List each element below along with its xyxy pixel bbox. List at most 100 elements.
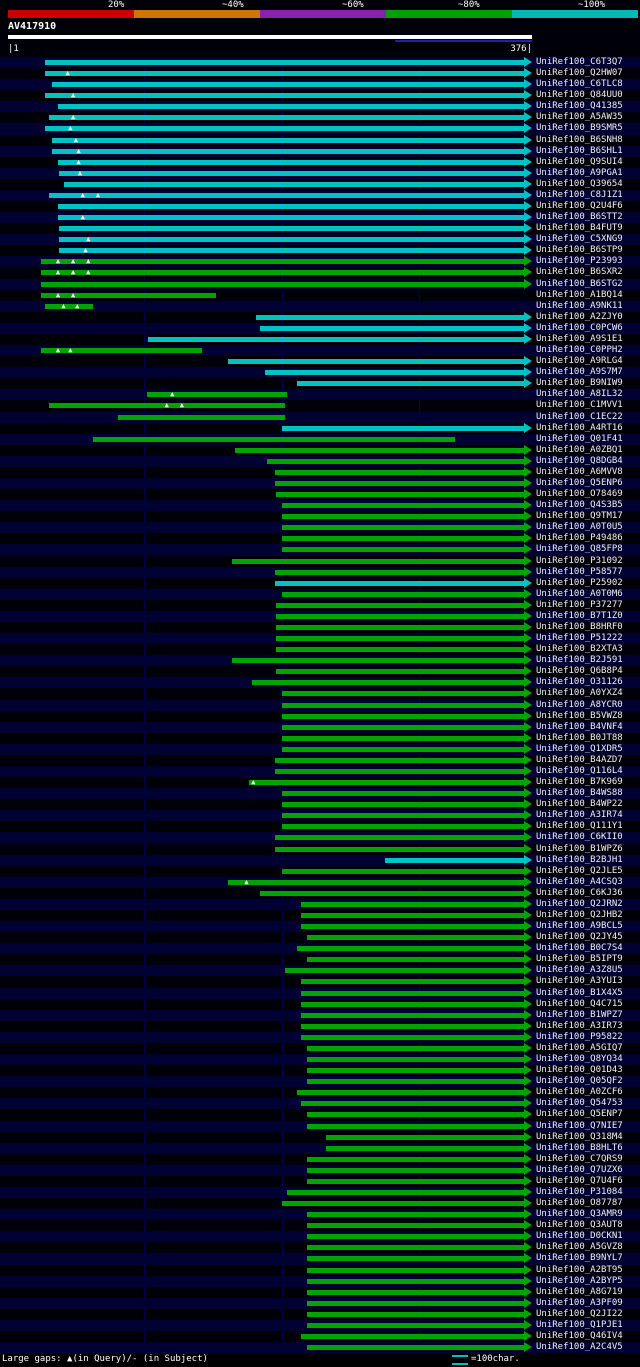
hit-id-label[interactable]: UniRef100_B6STT2 (536, 212, 623, 223)
hit-id-label[interactable]: UniRef100_Q3AUT8 (536, 1220, 623, 1231)
alignment-bar[interactable] (281, 503, 524, 509)
alignment-bar[interactable] (148, 336, 524, 342)
alignment-bar[interactable] (57, 104, 524, 110)
alignment-bar[interactable] (296, 1090, 524, 1096)
hit-id-label[interactable]: UniRef100_Q2U4F6 (536, 201, 623, 212)
hit-id-label[interactable]: UniRef100_A3IR74 (536, 810, 623, 821)
hit-id-label[interactable]: UniRef100_A0YXZ4 (536, 688, 623, 699)
alignment-bar[interactable] (274, 569, 524, 575)
hit-id-label[interactable]: UniRef100_Q01F41 (536, 433, 623, 444)
alignment-bar[interactable] (306, 1322, 524, 1328)
hit-id-label[interactable]: UniRef100_A4CSQ3 (536, 876, 623, 887)
alignment-bar[interactable] (281, 547, 524, 553)
hit-id-label[interactable]: UniRef100_B7K969 (536, 777, 623, 788)
hit-id-label[interactable]: UniRef100_C6KII0 (536, 832, 623, 843)
alignment-bar[interactable] (276, 636, 524, 642)
alignment-bar[interactable] (93, 436, 456, 442)
alignment-bar[interactable] (281, 724, 524, 730)
hit-id-label[interactable]: UniRef100_Q1PJE1 (536, 1319, 623, 1330)
alignment-bar[interactable] (306, 1123, 524, 1129)
hit-id-label[interactable]: UniRef100_A5GIQ7 (536, 1042, 623, 1053)
hit-id-label[interactable]: UniRef100_Q01D43 (536, 1065, 623, 1076)
hit-id-label[interactable]: UniRef100_C6KJ36 (536, 887, 623, 898)
hit-id-label[interactable]: UniRef100_Q3AMR9 (536, 1209, 623, 1220)
alignment-bar[interactable] (276, 624, 524, 630)
alignment-bar[interactable] (306, 1345, 524, 1351)
hit-id-label[interactable]: UniRef100_B8HRF0 (536, 621, 623, 632)
alignment-bar[interactable] (276, 492, 524, 498)
alignment-bar[interactable] (49, 115, 524, 121)
hit-id-label[interactable]: UniRef100_B9NYL7 (536, 1253, 623, 1264)
alignment-bar[interactable] (301, 1333, 524, 1339)
hit-id-label[interactable]: UniRef100_B5VWZ8 (536, 710, 623, 721)
alignment-bar[interactable] (58, 237, 524, 243)
hit-id-label[interactable]: UniRef100_A9PGA1 (536, 167, 623, 178)
hit-id-label[interactable]: UniRef100_B0JT88 (536, 732, 623, 743)
alignment-bar[interactable] (49, 192, 524, 198)
alignment-bar[interactable] (228, 879, 524, 885)
alignment-bar[interactable] (266, 458, 524, 464)
hit-id-label[interactable]: UniRef100_B4VNF4 (536, 721, 623, 732)
alignment-bar[interactable] (281, 791, 524, 797)
hit-id-label[interactable]: UniRef100_A3IR73 (536, 1020, 623, 1031)
alignment-bar[interactable] (281, 536, 524, 542)
alignment-bar[interactable] (49, 403, 285, 409)
alignment-bar[interactable] (45, 126, 524, 132)
alignment-bar[interactable] (52, 82, 524, 88)
alignment-bar[interactable] (301, 979, 524, 985)
hit-id-label[interactable]: UniRef100_Q9TM17 (536, 511, 623, 522)
hit-id-label[interactable]: UniRef100_B4FUT9 (536, 223, 623, 234)
hit-id-label[interactable]: UniRef100_B0C7S4 (536, 943, 623, 954)
alignment-bar[interactable] (306, 1045, 524, 1051)
alignment-bar[interactable] (52, 148, 524, 154)
hit-id-label[interactable]: UniRef100_Q2JHB2 (536, 910, 623, 921)
alignment-bar[interactable] (281, 735, 524, 741)
alignment-bar[interactable] (301, 1034, 524, 1040)
hit-id-label[interactable]: UniRef100_A8IL32 (536, 389, 623, 400)
hit-id-label[interactable]: UniRef100_B9NIW9 (536, 378, 623, 389)
alignment-bar[interactable] (45, 303, 94, 309)
alignment-bar[interactable] (325, 1134, 524, 1140)
hit-id-label[interactable]: UniRef100_C8J1Z1 (536, 189, 623, 200)
alignment-bar[interactable] (41, 259, 524, 265)
alignment-bar[interactable] (281, 591, 524, 597)
alignment-bar[interactable] (259, 325, 524, 331)
alignment-bar[interactable] (274, 580, 524, 586)
hit-id-label[interactable]: UniRef100_A6MVV8 (536, 466, 623, 477)
alignment-bar[interactable] (281, 514, 524, 520)
alignment-bar[interactable] (276, 602, 524, 608)
alignment-bar[interactable] (296, 381, 524, 387)
alignment-bar[interactable] (306, 1278, 524, 1284)
hit-id-label[interactable]: UniRef100_A2C4V5 (536, 1342, 623, 1353)
alignment-bar[interactable] (248, 780, 524, 786)
hit-id-label[interactable]: UniRef100_O87787 (536, 1198, 623, 1209)
alignment-bar[interactable] (306, 1212, 524, 1218)
alignment-bar[interactable] (281, 802, 524, 808)
alignment-bar[interactable] (301, 990, 524, 996)
alignment-bar[interactable] (232, 558, 524, 564)
alignment-bar[interactable] (306, 1289, 524, 1295)
alignment-bar[interactable] (301, 901, 524, 907)
alignment-bar[interactable] (251, 680, 524, 686)
hit-id-label[interactable]: UniRef100_Q318M4 (536, 1131, 623, 1142)
alignment-bar[interactable] (235, 447, 524, 453)
hit-id-label[interactable]: UniRef100_Q8DGB4 (536, 455, 623, 466)
alignment-bar[interactable] (281, 691, 524, 697)
alignment-bar[interactable] (306, 1223, 524, 1229)
hit-id-label[interactable]: UniRef100_A0T0U5 (536, 522, 623, 533)
hit-id-label[interactable]: UniRef100_Q2JI22 (536, 1308, 623, 1319)
alignment-bar[interactable] (306, 1112, 524, 1118)
alignment-bar[interactable] (306, 1156, 524, 1162)
hit-id-label[interactable]: UniRef100_Q05QF2 (536, 1076, 623, 1087)
hit-id-label[interactable]: UniRef100_B5IPT9 (536, 954, 623, 965)
alignment-bar[interactable] (306, 1178, 524, 1184)
hit-id-label[interactable]: UniRef100_B8HLT6 (536, 1142, 623, 1153)
alignment-bar[interactable] (281, 746, 524, 752)
hit-id-label[interactable]: UniRef100_P31092 (536, 555, 623, 566)
hit-id-label[interactable]: UniRef100_C5XNG9 (536, 234, 623, 245)
alignment-bar[interactable] (146, 392, 288, 398)
hit-id-label[interactable]: UniRef100_A4RT16 (536, 422, 623, 433)
hit-id-label[interactable]: UniRef100_B1WPZ7 (536, 1009, 623, 1020)
hit-id-label[interactable]: UniRef100_A9S1E1 (536, 333, 623, 344)
hit-id-label[interactable]: UniRef100_Q7UZX6 (536, 1164, 623, 1175)
